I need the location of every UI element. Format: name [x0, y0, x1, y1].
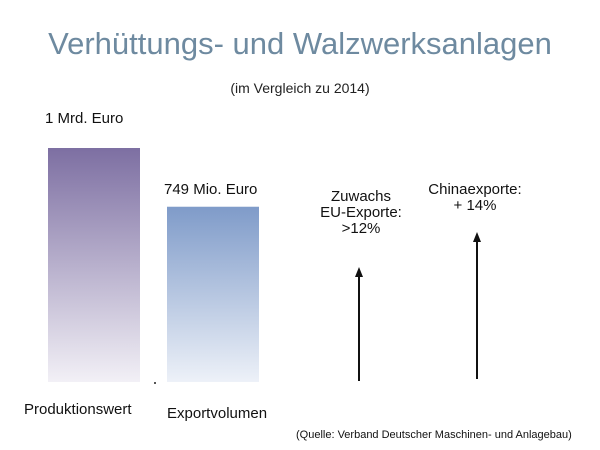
annotation-chinaexporte: Chinaexporte: + 14%	[416, 182, 534, 214]
category-label-exportvolumen: Exportvolumen	[167, 405, 268, 422]
category-label-produktionswert: Produktionswert	[24, 401, 132, 418]
chart-subtitle: (im Vergleich zu 2014)	[230, 80, 370, 96]
bar-exportvolumen	[167, 206, 259, 382]
bar-value-label-exportvolumen: 749 Mio. Euro	[164, 180, 258, 198]
bar-value-label-produktionswert: 1 Mrd. Euro	[45, 110, 124, 127]
annotation-china-line-2: + 14%	[453, 197, 497, 214]
annotation-china-line-1: Chinaexporte:	[428, 181, 522, 198]
chart-title: Verhüttungs- und Walzwerksanlagen	[48, 26, 552, 61]
annotation-eu-line-2: EU-Exporte:	[320, 204, 402, 221]
annotation-eu-line-3: >12%	[341, 220, 381, 237]
annotation-eu-exporte: Zuwachs EU-Exporte: >12%	[314, 189, 408, 237]
arrow-up-icon	[473, 232, 481, 379]
source-note: (Quelle: Verband Deutscher Maschinen- un…	[296, 429, 572, 441]
arrow-up-icon	[355, 267, 363, 381]
axis-tick-mark	[154, 382, 156, 384]
bar-produktionswert	[48, 148, 140, 382]
annotation-eu-line-1: Zuwachs	[330, 188, 392, 205]
